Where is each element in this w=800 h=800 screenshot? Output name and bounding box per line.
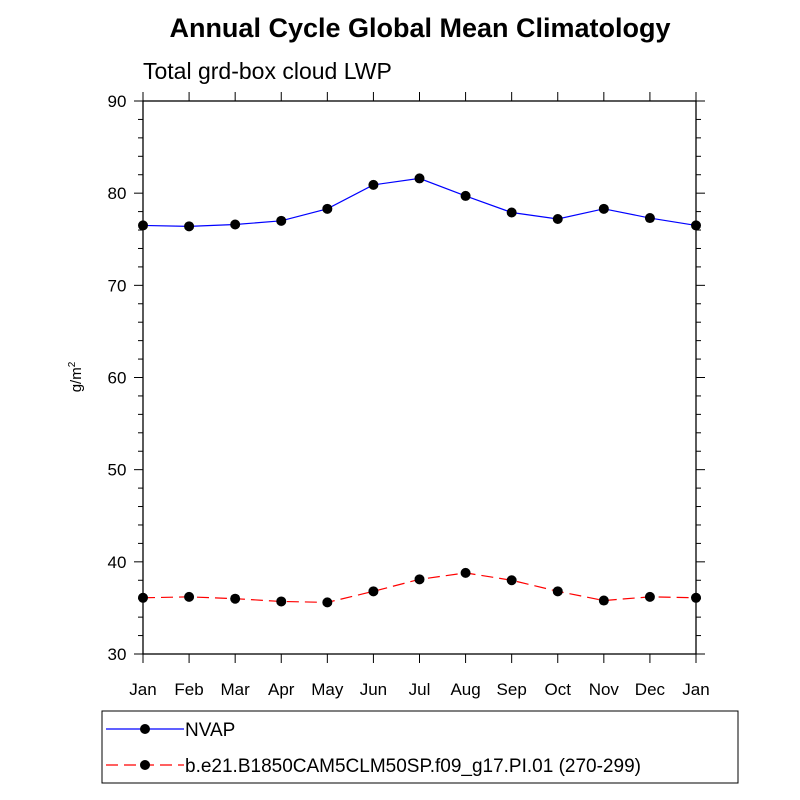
legend-marker <box>140 724 150 734</box>
x-tick-label: Oct <box>545 680 572 699</box>
chart-title: Annual Cycle Global Mean Climatology <box>169 13 670 43</box>
data-point <box>368 586 379 597</box>
y-tick-label: 60 <box>108 369 127 388</box>
x-tick-label: Aug <box>450 680 480 699</box>
y-axis-label: g/m2 <box>67 361 85 392</box>
y-tick-label: 70 <box>108 276 127 295</box>
series-line <box>142 177 697 227</box>
data-point <box>276 596 287 607</box>
x-tick-label: Apr <box>268 680 295 699</box>
legend: NVAP b.e21.B1850CAM5CLM50SP.f09_g17.PI.01… <box>101 710 739 784</box>
legend-marker <box>140 760 150 770</box>
data-point <box>598 595 609 606</box>
legend-box <box>101 710 739 784</box>
y-tick-label: 50 <box>108 461 127 480</box>
data-point <box>322 597 333 608</box>
data-point <box>506 575 517 586</box>
data-point <box>552 213 563 224</box>
x-tick-label: Jun <box>360 680 387 699</box>
data-point <box>276 215 287 226</box>
series-2 <box>138 567 701 608</box>
y-tick-label: 40 <box>108 553 127 572</box>
data-point <box>506 207 517 218</box>
x-tick-label: Mar <box>221 680 251 699</box>
data-point <box>414 173 425 184</box>
x-axis-ticks: Jan Feb Mar Apr May Jun Jul Aug Sep Oct Nov Dec Jan <box>129 92 710 699</box>
x-tick-label: Feb <box>174 680 203 699</box>
data-point <box>184 221 195 232</box>
data-point <box>460 567 471 578</box>
data-point <box>644 591 655 602</box>
data-point <box>138 220 148 231</box>
data-point <box>691 592 701 603</box>
x-tick-label: Jan <box>129 680 156 699</box>
y-axis-ticks: 30 40 50 60 70 80 90 <box>108 92 705 664</box>
data-point <box>230 593 241 604</box>
chart-subtitle: Total grd-box cloud LWP <box>143 58 392 84</box>
x-tick-label: Nov <box>589 680 620 699</box>
data-point <box>368 179 379 190</box>
x-tick-label: Sep <box>497 680 527 699</box>
data-point <box>691 220 701 231</box>
series-layer <box>138 173 701 608</box>
data-point <box>230 219 241 230</box>
data-point <box>644 213 655 224</box>
plot-frame <box>142 100 697 655</box>
data-point <box>552 586 563 597</box>
data-point <box>138 592 148 603</box>
plot-border <box>142 100 697 655</box>
legend-label: NVAP <box>185 720 235 741</box>
x-tick-label: May <box>311 680 344 699</box>
data-point <box>322 203 333 214</box>
data-point <box>460 190 471 201</box>
legend-label: b.e21.B1850CAM5CLM50SP.f09_g17.PI.01 (27… <box>185 756 641 777</box>
y-tick-label: 80 <box>108 184 127 203</box>
series-1 <box>138 173 701 232</box>
y-tick-label: 90 <box>108 92 127 111</box>
data-point <box>598 203 609 214</box>
x-tick-label: Jul <box>409 680 431 699</box>
x-tick-label: Dec <box>635 680 666 699</box>
x-tick-label: Jan <box>682 680 709 699</box>
y-tick-label: 30 <box>108 645 127 664</box>
data-point <box>184 591 195 602</box>
data-point <box>414 574 425 585</box>
